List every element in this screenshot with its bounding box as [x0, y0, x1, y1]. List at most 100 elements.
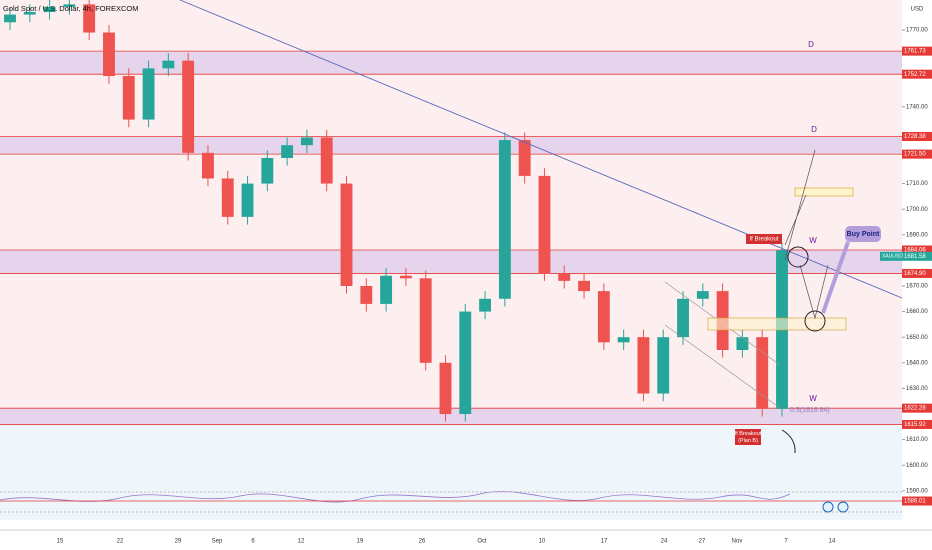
symbol-tag [880, 251, 902, 261]
y-tick-label: 1610.00 [906, 437, 928, 443]
candle-body [380, 275, 393, 304]
level-tag [902, 496, 932, 506]
x-tick-label: 19 [357, 539, 364, 545]
candle-body [399, 275, 412, 279]
x-tick-label: 17 [601, 539, 608, 545]
support-box [707, 317, 847, 331]
candle-body [578, 280, 590, 292]
level-label: 1728.38 [904, 134, 926, 140]
rsi-line [0, 491, 791, 503]
level-label: 1615.92 [904, 422, 926, 428]
candle-body [103, 32, 115, 77]
buy-point-box [845, 226, 881, 242]
y-tick-label: 1710.00 [906, 181, 928, 187]
zone [0, 408, 902, 425]
annotation: D [808, 40, 814, 49]
y-tick-label: 1740.00 [906, 104, 928, 110]
y-tick-label: 1690.00 [906, 232, 928, 238]
candle-body [597, 291, 610, 343]
callout [821, 241, 850, 314]
x-tick-label: 10 [539, 539, 546, 545]
level-label: 1586.01 [904, 499, 926, 505]
candle-body [122, 76, 135, 120]
candle-body [43, 6, 56, 13]
level-tag [902, 132, 932, 142]
candle-body [320, 137, 333, 184]
y-tick-label: 1660.00 [906, 309, 928, 315]
x-tick-label: 27 [699, 539, 706, 545]
label-box [735, 429, 761, 445]
annotation: 0.5(1618.84) [790, 407, 830, 414]
x-tick-label: Nov [732, 539, 743, 545]
candle-body [221, 178, 234, 217]
candle-body [498, 140, 511, 299]
x-tick-label: 14 [829, 539, 836, 545]
candle-body [677, 298, 689, 338]
circle [787, 246, 809, 268]
annotation: W [809, 394, 817, 403]
annotation: Buy Point [847, 231, 880, 238]
level-tag [902, 419, 932, 429]
y-tick-label: 1670.00 [906, 284, 928, 290]
background-zones [0, 0, 902, 520]
y-tick-label: 1770.00 [906, 28, 928, 34]
level-tag [902, 149, 932, 159]
zone [0, 249, 902, 274]
y-tick-label: 1590.00 [906, 488, 928, 494]
candle-body [202, 152, 214, 179]
candle-body [4, 14, 16, 23]
path-arrows [784, 149, 829, 320]
chart-title: Gold Spot / U.S. Dollar, 4h, FOREXCOM [3, 4, 138, 13]
candle-body [518, 140, 531, 176]
plot [0, 0, 902, 502]
level-tag [902, 245, 932, 255]
level-tag [902, 403, 932, 413]
zone [0, 51, 902, 75]
candle-body [281, 145, 294, 158]
level-tag [902, 69, 932, 79]
candle-body [439, 362, 452, 415]
currency: USD [911, 7, 924, 13]
level-tag [902, 251, 932, 261]
y-tick-label: 1630.00 [906, 386, 928, 392]
flag-icon [822, 501, 834, 513]
candle-body [736, 337, 749, 350]
candle-body [637, 337, 650, 394]
annotation: W [809, 236, 817, 245]
x-tick-label: 12 [298, 539, 305, 545]
level-label: 1752.72 [904, 72, 926, 78]
candle-body [300, 137, 313, 146]
flag-icon [837, 501, 849, 513]
target-box [794, 187, 854, 197]
circle [804, 310, 826, 332]
annotation: If Breakout (Plan B) [735, 431, 762, 444]
level-label: 1674.90 [904, 271, 926, 277]
x-tick-label: 6 [251, 539, 255, 545]
level-label: 1721.50 [904, 152, 926, 158]
x-tick-label: 7 [784, 539, 788, 545]
y-tick-label: 1700.00 [906, 207, 928, 213]
y-tick-label: 1650.00 [906, 335, 928, 341]
candle-body [83, 4, 96, 33]
level-label: 1622.28 [904, 406, 926, 412]
candle-body [419, 278, 432, 363]
candle-body [479, 298, 492, 312]
candle-body [360, 285, 373, 304]
x-tick-label: Oct [477, 539, 487, 545]
level-tag [902, 268, 932, 278]
candle-body [261, 157, 274, 184]
candle-body [558, 273, 571, 281]
level-label: 1761.73 [904, 49, 926, 55]
x-tick-label: 15 [57, 539, 64, 545]
candle-body [756, 337, 769, 409]
x-tick-label: 22 [117, 539, 124, 545]
y-tick-label: 1640.00 [906, 360, 928, 366]
x-tick-label: 29 [175, 539, 182, 545]
price-axis: 1770.00 1740.00 1710.00 1700.00 1690.00 1670.… [880, 28, 932, 506]
level-label: 1681.58 [904, 254, 926, 260]
candle-body [182, 60, 195, 153]
candle-body [617, 337, 630, 343]
annotation: If Breakout [749, 237, 778, 243]
level-label: 1684.06 [904, 248, 926, 254]
